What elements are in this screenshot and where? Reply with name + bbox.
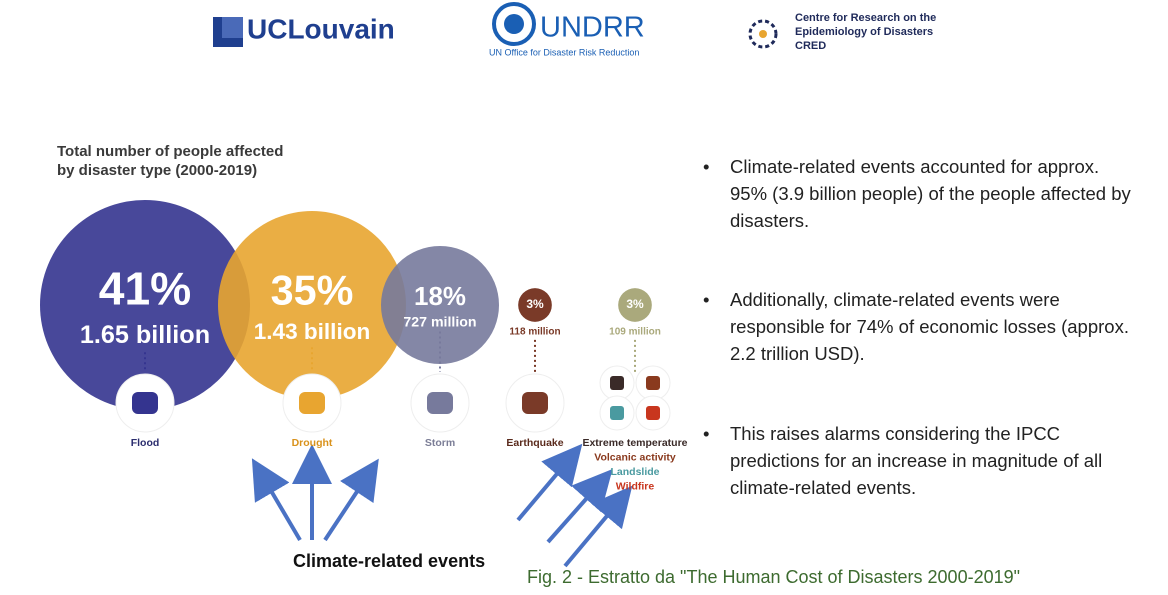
chart-title: by disaster type (2000-2019)	[57, 162, 257, 179]
category-label: Earthquake	[506, 437, 563, 449]
bullet: • Additionally, climate-related events we…	[703, 286, 1133, 367]
undrr-name: UNDRR	[540, 12, 645, 44]
icon	[610, 376, 624, 390]
chart-title: Total number of people affected	[57, 143, 283, 160]
bullet-text: This raises alarms considering the IPCC …	[730, 423, 1103, 498]
icon	[299, 392, 325, 414]
cred-line: Centre for Research on the	[795, 12, 936, 24]
people-label: 109 million	[609, 326, 661, 337]
bullet: • This raises alarms considering the IPCC…	[703, 420, 1133, 501]
category-label: Drought	[292, 437, 333, 449]
cred-logo	[748, 19, 778, 49]
bubble	[518, 288, 552, 322]
cred-logo-dot	[759, 30, 767, 38]
cred-line: CRED	[795, 40, 826, 52]
category-label: Wildfire	[616, 480, 655, 492]
ucl-name: UCLouvain	[247, 13, 395, 44]
bullet-text: Climate-related events accounted for app…	[730, 156, 1131, 231]
category-label: Landslide	[610, 466, 659, 478]
ucl-logo-inner	[222, 17, 243, 38]
people-label: 118 million	[509, 326, 560, 337]
category-label: Volcanic activity	[594, 451, 676, 463]
undrr-logo-inner	[504, 14, 524, 34]
share-label: 3%	[526, 297, 544, 311]
icon	[646, 376, 660, 390]
bubble	[380, 245, 500, 365]
icon	[132, 392, 158, 414]
bubble	[618, 288, 652, 322]
undrr-sub: UN Office for Disaster Risk Reduction	[489, 47, 639, 57]
category-label: Storm	[425, 437, 455, 449]
people-label: 727 million	[403, 314, 476, 330]
share-label: 18%	[414, 281, 466, 311]
undrr-logo	[492, 2, 536, 46]
people-label: 1.43 billion	[254, 319, 371, 344]
bubble	[218, 211, 406, 399]
icon	[427, 392, 453, 414]
icon	[522, 392, 548, 414]
icon	[610, 406, 624, 420]
cred-line: Epidemiology of Disasters	[795, 26, 933, 38]
category-label: Extreme temperature	[582, 437, 687, 449]
annotation: Climate-related events	[293, 551, 485, 571]
bubble	[40, 200, 250, 410]
category-label: Flood	[131, 437, 160, 449]
bullet: • Climate-related events accounted for ap…	[703, 153, 1133, 234]
arrows	[251, 443, 633, 568]
share-label: 41%	[99, 263, 191, 315]
share-label: 35%	[271, 268, 354, 314]
people-label: 1.65 billion	[80, 321, 210, 349]
caption: Fig. 2 - Estratto da "The Human Cost of …	[527, 567, 1020, 587]
bullet-text: Additionally, climate-related events wer…	[730, 289, 1129, 364]
icon	[646, 406, 660, 420]
share-label: 3%	[626, 297, 644, 311]
